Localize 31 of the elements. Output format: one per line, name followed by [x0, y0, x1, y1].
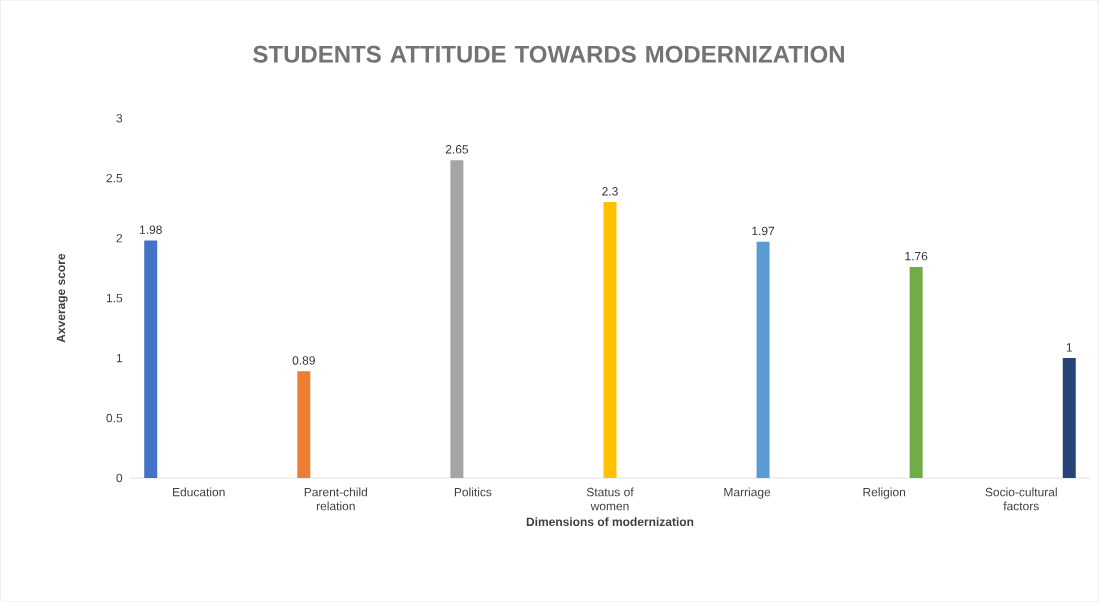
data-label: 2.3: [602, 187, 618, 196]
x-tick-label: Education: [173, 487, 225, 497]
y-tick-label: 0.5: [106, 413, 123, 423]
data-label: 1.76: [905, 251, 928, 261]
x-tick-label: Religion: [863, 487, 906, 499]
y-tick-label: 1.5: [106, 293, 123, 303]
bar: [144, 240, 158, 478]
y-axis-title: Axverage score: [56, 253, 68, 343]
x-tick-label: Parent-child relation: [304, 487, 368, 511]
bar: [1062, 357, 1076, 478]
data-label: 1.97: [752, 226, 775, 236]
y-tick-label: 3: [116, 113, 123, 123]
data-label: 0.89: [292, 356, 315, 365]
y-tick-label: 2: [116, 233, 123, 243]
data-label: 1.98: [139, 225, 162, 234]
x-axis-title: Dimensions of modernization: [526, 517, 694, 526]
bar: [297, 371, 311, 478]
y-tick-label: 2.5: [106, 173, 123, 183]
x-tick-label: Politics: [454, 487, 492, 497]
chart-title: STUDENTS ATTITUDE TOWARDS MODERNIZATION: [253, 45, 844, 63]
bar: [603, 202, 617, 478]
x-tick-label: Socio-cultural factors: [985, 487, 1057, 511]
y-tick-label: 1: [116, 353, 123, 363]
data-label: 1: [1066, 343, 1072, 352]
bar: [909, 266, 923, 478]
y-tick-label: 0: [116, 473, 123, 483]
bar: [450, 160, 464, 478]
x-tick-label: Marriage: [724, 487, 771, 499]
x-tick-label: Status of women: [586, 487, 634, 511]
bar: [756, 241, 770, 478]
data-label: 2.65: [445, 145, 469, 154]
